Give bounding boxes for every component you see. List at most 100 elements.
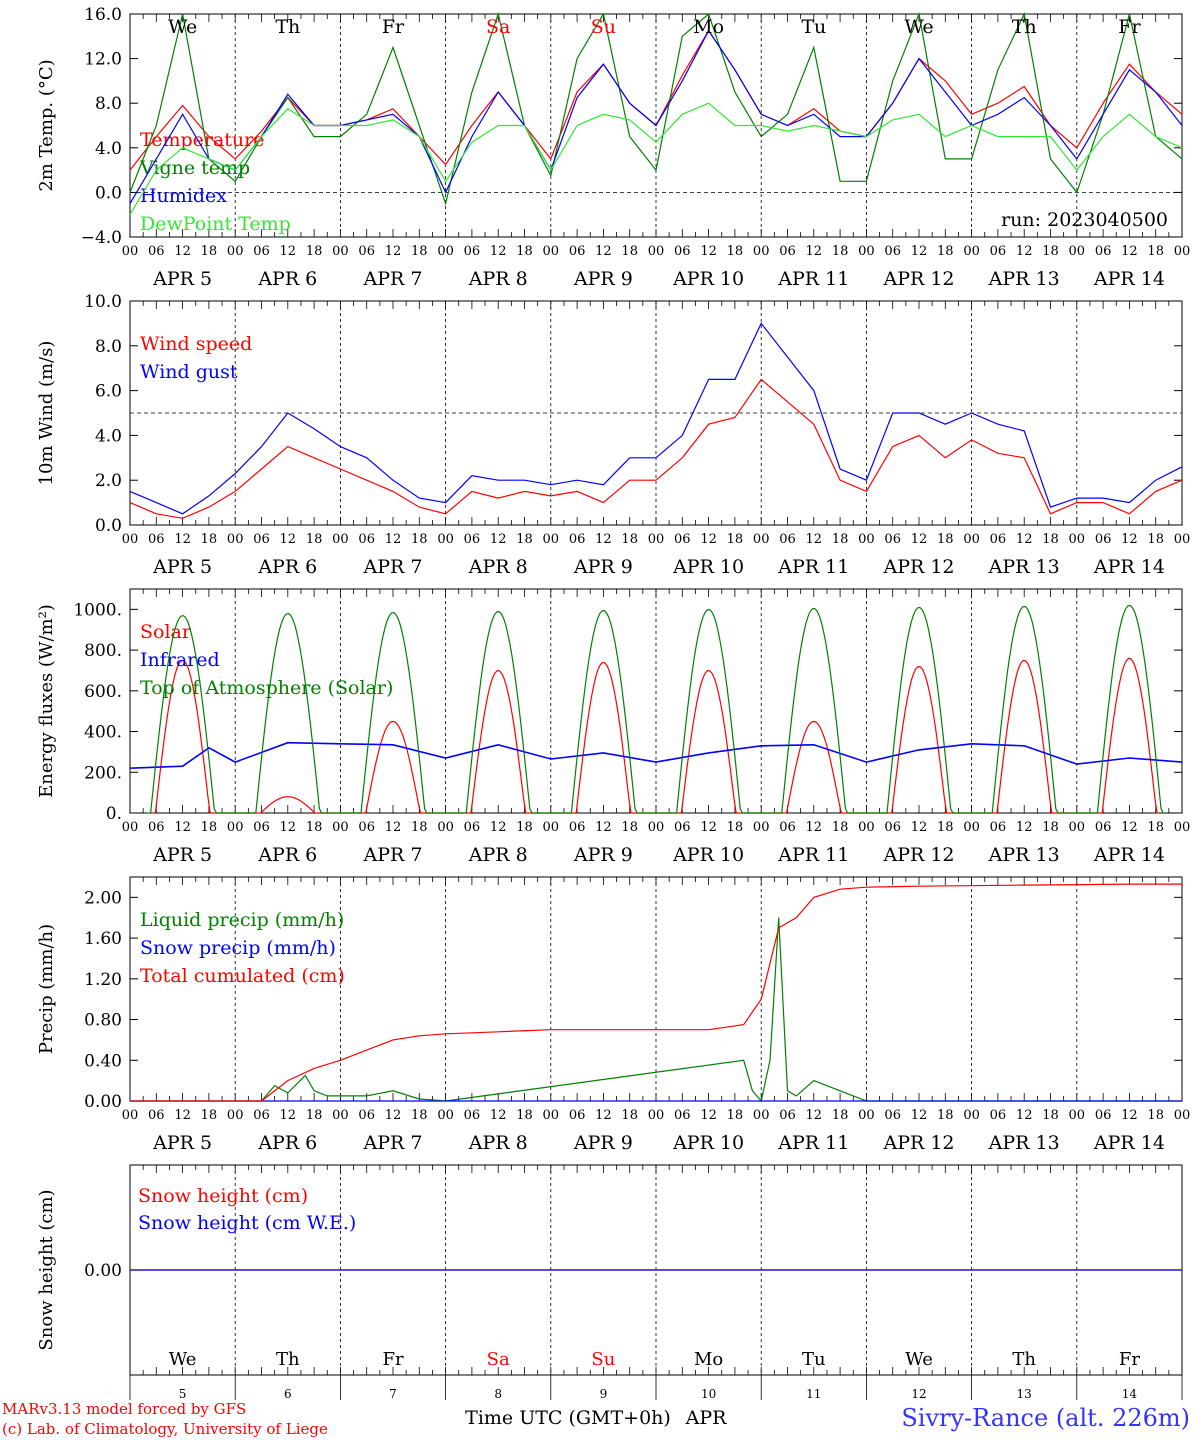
- date-label: APR 5: [152, 268, 212, 290]
- hour-label: 06: [569, 244, 586, 259]
- model-credit: MARv3.13 model forced by GFS: [2, 1400, 246, 1418]
- hour-label: 00: [332, 244, 349, 259]
- date-label: APR 6: [257, 844, 317, 866]
- hour-label: 06: [884, 532, 901, 547]
- legend-entry: Infrared: [140, 649, 220, 671]
- hour-label: 06: [779, 532, 796, 547]
- day-number: 7: [389, 1387, 397, 1401]
- hour-label: 06: [358, 820, 375, 835]
- date-label: APR 14: [1093, 844, 1165, 866]
- hour-label: 18: [621, 1108, 638, 1123]
- hour-label: 00: [122, 532, 139, 547]
- hour-label: 06: [674, 1108, 691, 1123]
- hour-label: 12: [174, 244, 191, 259]
- y-axis-label: Energy fluxes (W/m²): [36, 604, 57, 798]
- hour-label: 00: [858, 1108, 875, 1123]
- hour-label: 18: [621, 820, 638, 835]
- day-name: Su: [591, 16, 616, 38]
- y-tick-label: 10.0: [84, 292, 122, 312]
- hour-label: 06: [253, 820, 270, 835]
- day-name: We: [904, 16, 933, 38]
- hour-label: 12: [700, 1108, 717, 1123]
- hour-label: 06: [884, 820, 901, 835]
- hour-label: 18: [1042, 1108, 1059, 1123]
- hour-label: 18: [1042, 532, 1059, 547]
- y-tick-label: 8.0: [95, 337, 122, 357]
- hour-label: 00: [332, 1108, 349, 1123]
- hour-label: 18: [832, 1108, 849, 1123]
- hour-label: 12: [1121, 820, 1138, 835]
- legend-entry: Top of Atmosphere (Solar): [140, 677, 393, 699]
- hour-label: 06: [674, 532, 691, 547]
- legend-entry: Wind speed: [140, 333, 252, 355]
- hour-label: 06: [1095, 532, 1112, 547]
- day-name: Sa: [486, 16, 510, 38]
- y-tick-label: 600.: [84, 682, 122, 702]
- date-label: APR 8: [468, 844, 528, 866]
- day-name: We: [168, 16, 197, 38]
- hour-label: 12: [700, 532, 717, 547]
- hour-label: 00: [963, 1108, 980, 1123]
- date-label: APR 11: [777, 268, 849, 290]
- hour-label: 06: [148, 820, 165, 835]
- hour-label: 06: [253, 532, 270, 547]
- legend-entry: Snow height (cm): [138, 1185, 308, 1207]
- hour-label: 06: [569, 1108, 586, 1123]
- legend-entry: Snow height (cm W.E.): [138, 1212, 356, 1234]
- date-label: APR 14: [1093, 268, 1165, 290]
- hour-label: 00: [437, 532, 454, 547]
- hour-label: 18: [516, 244, 533, 259]
- legend-entry: Liquid precip (mm/h): [140, 909, 344, 931]
- day-name: Th: [1012, 16, 1037, 38]
- hour-label: 00: [122, 244, 139, 259]
- hour-label: 00: [753, 1108, 770, 1123]
- hour-label: 00: [1174, 1108, 1191, 1123]
- y-tick-label: 200.: [84, 763, 122, 783]
- hour-label: 18: [1147, 532, 1164, 547]
- hour-label: 00: [227, 532, 244, 547]
- hour-label: 18: [1147, 1108, 1164, 1123]
- hour-label: 06: [358, 1108, 375, 1123]
- hour-label: 18: [937, 532, 954, 547]
- hour-label: 06: [358, 532, 375, 547]
- day-number: 12: [911, 1387, 926, 1401]
- hour-label: 06: [464, 1108, 481, 1123]
- day-name: Th: [1012, 1349, 1036, 1370]
- lab-credit: (c) Lab. of Climatology, University of L…: [2, 1420, 328, 1438]
- panel-2: 10.0 8.0 6.0 4.0 2.0 0.0 10m Wind (m/s) Wind sp…: [36, 292, 1190, 578]
- y-tick-label: 0.00: [84, 1261, 122, 1281]
- hour-label: 06: [253, 1108, 270, 1123]
- hour-label: 18: [516, 1108, 533, 1123]
- date-label: APR 9: [573, 844, 633, 866]
- series-line-wind-gust: [129, 322, 1183, 515]
- date-label: APR 10: [672, 268, 744, 290]
- hour-label: 06: [990, 532, 1007, 547]
- hour-label: 00: [1069, 1108, 1086, 1123]
- date-label: APR 10: [672, 556, 744, 578]
- x-axis-month: APR: [685, 1407, 728, 1429]
- date-label: APR 11: [777, 556, 849, 578]
- y-tick-label: 1000.: [73, 600, 122, 620]
- hour-label: 12: [700, 820, 717, 835]
- hour-label: 00: [437, 1108, 454, 1123]
- legend-entry: Humidex: [140, 185, 227, 207]
- day-name: Tu: [801, 16, 826, 38]
- date-label: APR 13: [988, 268, 1060, 290]
- hour-label: 00: [227, 820, 244, 835]
- panel-3: 1000. 800. 600. 400. 200. 0. Energy fluxes (W/…: [36, 588, 1190, 866]
- hour-label: 00: [1174, 244, 1191, 259]
- hour-label: 18: [1042, 244, 1059, 259]
- hour-label: 12: [1016, 532, 1033, 547]
- station-name: Sivry-Rance (alt. 226m): [901, 1404, 1190, 1432]
- date-label: APR 12: [882, 1132, 954, 1154]
- hour-label: 12: [911, 244, 928, 259]
- hour-label: 18: [621, 244, 638, 259]
- hour-label: 18: [306, 1108, 323, 1123]
- legend-entry: Total cumulated (cm): [140, 965, 345, 987]
- date-label: APR 6: [257, 268, 317, 290]
- hour-label: 12: [911, 532, 928, 547]
- hour-label: 00: [543, 1108, 560, 1123]
- y-tick-label: 4.0: [95, 139, 122, 159]
- hour-label: 12: [1016, 820, 1033, 835]
- hour-label: 18: [306, 820, 323, 835]
